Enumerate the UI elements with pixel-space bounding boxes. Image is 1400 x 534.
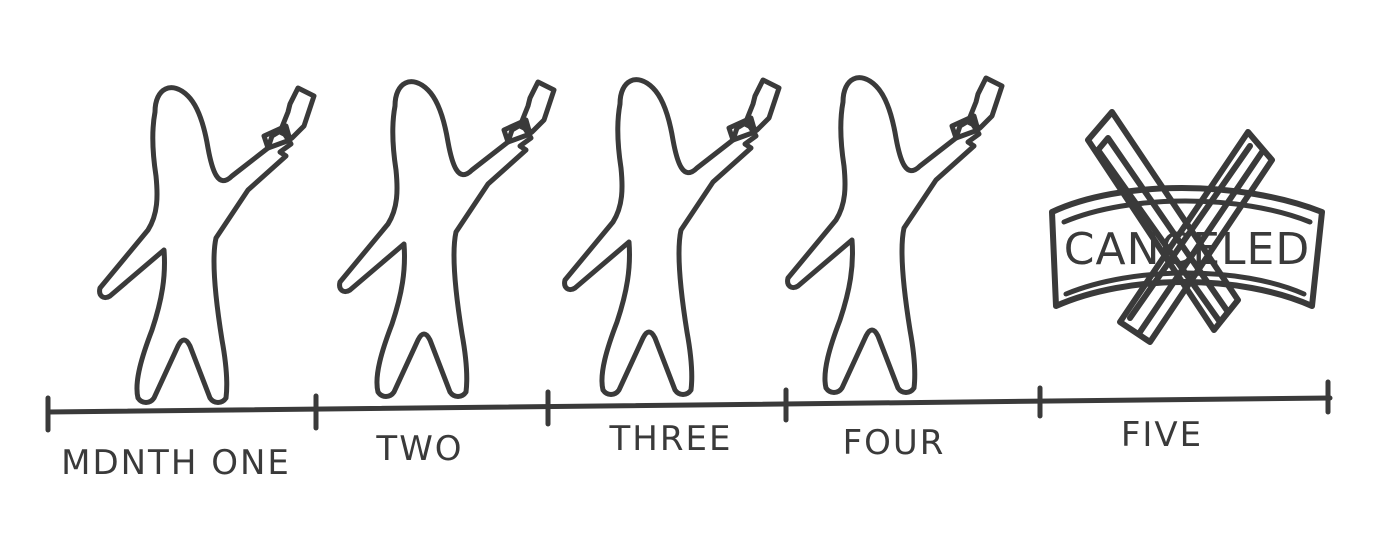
timeline-axis xyxy=(45,379,1333,433)
subscriber-figure-month-three xyxy=(565,80,779,395)
month-label-four: FOUR xyxy=(843,423,946,463)
canceled-banner: CANCELED xyxy=(1049,185,1325,309)
canceled-stamp-text: CANCELED xyxy=(1064,224,1310,275)
subscriber-figure-month-four xyxy=(788,78,1002,393)
subscriber-figure-month-two xyxy=(340,82,554,397)
month-label-five: FIVE xyxy=(1121,415,1203,455)
month-label-one: MDNTH ONE xyxy=(61,443,291,483)
month-label-three: THREE xyxy=(609,419,733,459)
subscriber-figure-month-one xyxy=(100,88,314,403)
canceled-x-icon xyxy=(1085,109,1275,345)
month-label-two: TWO xyxy=(375,429,463,469)
